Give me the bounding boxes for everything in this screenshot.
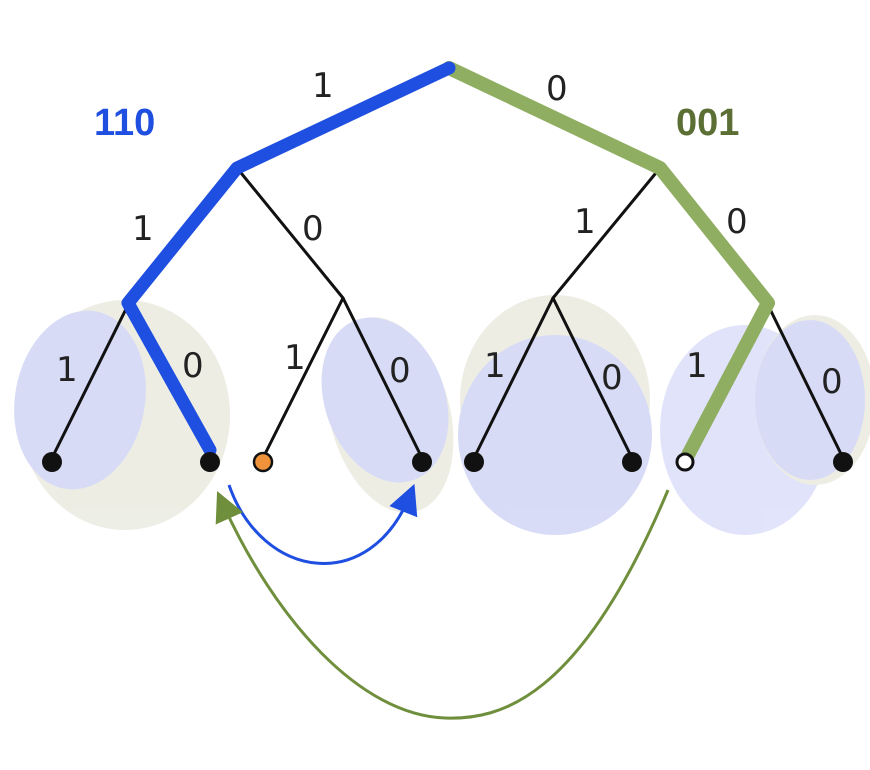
- label-a-left: 1: [132, 209, 154, 249]
- path-001-highlight: [442, 61, 775, 462]
- label-b-left: 1: [56, 350, 78, 390]
- edge-d-to-leaf-5: [472, 296, 555, 460]
- path-label-001: 001: [676, 102, 739, 144]
- edge-f-to-leaf-8: [766, 303, 845, 460]
- label-c-left: 1: [284, 338, 306, 378]
- arrows: [215, 483, 670, 720]
- edge-b-to-leaf-1: [50, 303, 130, 460]
- leaf-2-path-110: [200, 452, 220, 472]
- label-root-left: 1: [312, 66, 334, 106]
- subtree-blobs: [14, 295, 870, 535]
- label-c-right: 0: [389, 351, 411, 391]
- label-f-left: 1: [686, 346, 708, 386]
- leaf-4: [412, 452, 432, 472]
- label-f-right: 0: [821, 362, 843, 402]
- edge-e-to-d: [551, 166, 662, 300]
- path-label-110: 110: [94, 102, 155, 144]
- blob-node-c-lavender: [321, 317, 449, 483]
- leaf-5: [464, 452, 484, 472]
- label-d-left: 1: [484, 346, 506, 386]
- edge-a-to-c: [235, 166, 345, 300]
- leaf-8: [833, 452, 853, 472]
- path-110-highlight: [121, 61, 456, 457]
- green-arrow: [215, 489, 670, 720]
- leaf-7-path-001: [675, 452, 695, 472]
- label-d-right: 0: [601, 358, 623, 398]
- tree-edges: [50, 166, 845, 460]
- path-110-segments: [121, 61, 456, 457]
- label-e-right: 0: [726, 202, 748, 242]
- leaf-6: [622, 452, 642, 472]
- edge-c-to-leaf-3: [261, 296, 345, 460]
- blob-node-d-lavender: [458, 335, 652, 535]
- label-a-right: 0: [302, 209, 324, 249]
- label-e-left: 1: [574, 202, 596, 242]
- edge-c-to-leaf-4: [341, 296, 424, 460]
- edge-d-to-leaf-6: [551, 296, 634, 460]
- leaf-1: [42, 452, 62, 472]
- blob-node-e-lavender-right: [755, 320, 865, 480]
- label-b-right: 0: [182, 346, 204, 386]
- leaf-nodes: [42, 451, 853, 473]
- blue-arrow: [227, 483, 418, 565]
- path-001-segments: [442, 61, 775, 462]
- edge-labels: 1 0 1 0 1 0 1 0 1 0 1 0 1 0: [56, 66, 843, 402]
- leaf-3-special: [252, 451, 274, 473]
- label-root-right: 0: [546, 69, 568, 109]
